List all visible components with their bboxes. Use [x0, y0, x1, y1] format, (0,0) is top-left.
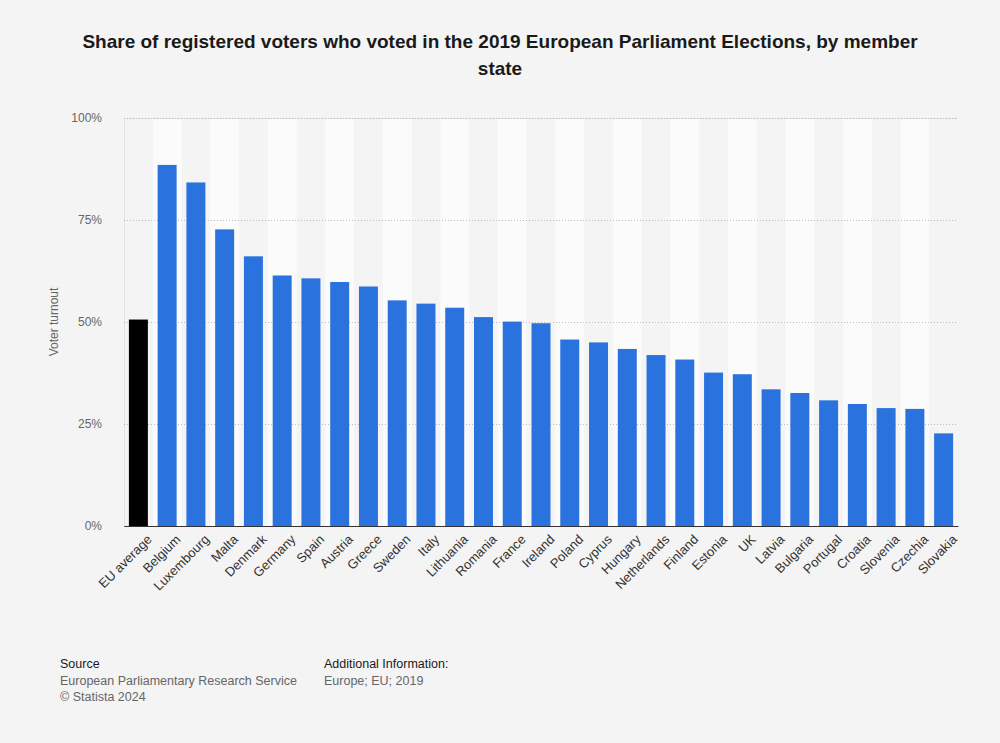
bar — [273, 275, 292, 526]
title: Share of registered voters who voted in … — [82, 31, 918, 79]
grid-line — [124, 118, 958, 119]
column-stripe — [383, 118, 412, 526]
y-tick-label: 25% — [78, 417, 102, 431]
bars — [129, 165, 953, 526]
footer-note: Europe; EU; 2019 — [324, 674, 423, 688]
bar — [934, 433, 953, 526]
y-tick-label: 100% — [71, 111, 102, 125]
x-axis-line — [125, 526, 959, 527]
bar — [215, 229, 234, 526]
bar — [589, 342, 608, 526]
bar — [704, 373, 723, 526]
y-tick-label: 75% — [78, 213, 102, 227]
x-tick-label: Luxembourg — [151, 532, 213, 594]
bar — [532, 323, 551, 526]
title-line: Share of registered voters who voted in … — [82, 31, 918, 52]
bar — [733, 374, 752, 526]
bar — [905, 409, 924, 526]
footer-note: © Statista 2024 — [60, 690, 146, 704]
bar — [503, 322, 522, 526]
footer-note: Additional Information: — [324, 657, 448, 671]
y-tick: 75% — [78, 213, 958, 227]
x-tick-label: UK — [735, 532, 759, 556]
bar — [618, 349, 637, 526]
bar — [186, 182, 205, 526]
x-tick: Estonia — [689, 526, 731, 573]
x-tick-label: Portugal — [800, 532, 845, 577]
y-tick: 100% — [71, 111, 958, 125]
x-axis: EU averageBelgiumLuxembourgMaltaDenmarkG… — [96, 526, 961, 593]
x-tick: Slovakia — [915, 526, 961, 577]
bar — [819, 400, 838, 526]
x-tick-label: Sweden — [370, 532, 414, 576]
x-tick: Romania — [452, 526, 500, 579]
x-tick-label: Germany — [250, 531, 299, 580]
bar — [158, 165, 177, 526]
x-tick: Portugal — [800, 526, 845, 577]
y-tick-label: 0% — [85, 519, 103, 533]
bar — [647, 355, 666, 526]
background — [0, 0, 1000, 743]
x-tick-label: Slovakia — [915, 531, 961, 577]
bar — [560, 340, 579, 526]
bar — [244, 256, 263, 526]
x-tick: Luxembourg — [151, 526, 213, 593]
grid-line — [124, 220, 958, 221]
title-line: state — [478, 58, 522, 79]
column-stripe — [440, 118, 469, 526]
bar — [675, 360, 694, 526]
bar — [474, 317, 493, 526]
y-tick-label: 50% — [78, 315, 102, 329]
footer-note: European Parliamentary Research Service — [60, 674, 297, 688]
grid-line — [124, 526, 958, 527]
bar — [790, 393, 809, 526]
x-tick: Sweden — [370, 526, 414, 576]
footer-note: Source — [60, 657, 100, 671]
bar — [301, 278, 320, 526]
bar — [129, 320, 148, 526]
bar — [877, 408, 896, 526]
bar — [445, 308, 464, 526]
bar — [388, 300, 407, 526]
bar — [359, 287, 378, 526]
x-tick: Germany — [250, 526, 299, 580]
bar — [330, 282, 349, 526]
x-tick: UK — [735, 526, 759, 555]
x-tick-label: Estonia — [689, 531, 731, 573]
y-axis-title: Voter turnout — [47, 287, 61, 356]
bar — [848, 404, 867, 526]
bar — [762, 389, 781, 526]
y-axis: 0% 25% 50% 75% 100% — [71, 111, 958, 533]
bar — [416, 304, 435, 526]
y-axis-line — [125, 119, 959, 527]
